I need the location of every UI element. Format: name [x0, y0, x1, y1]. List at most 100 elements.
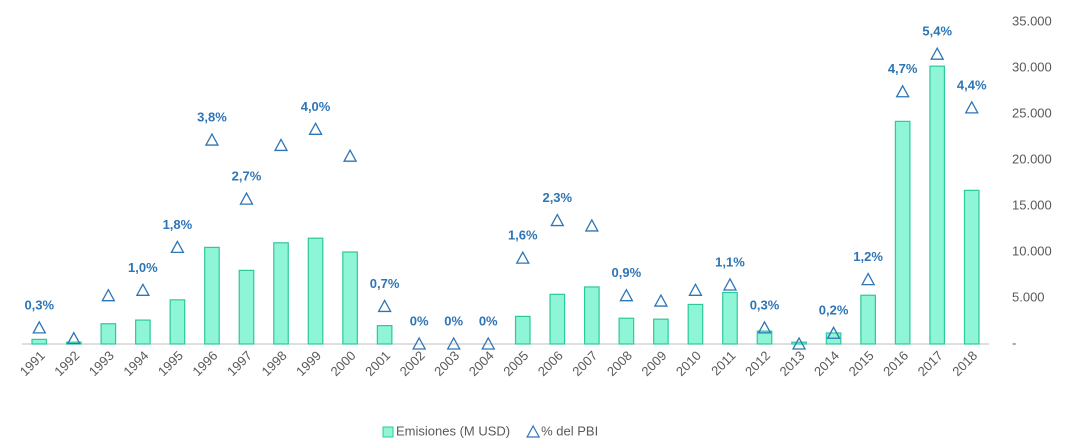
marker — [653, 293, 669, 307]
marker — [584, 218, 599, 232]
bar — [894, 120, 911, 345]
value-label: 2,3% — [542, 190, 572, 205]
bar — [238, 269, 255, 345]
value-label: 0% — [410, 313, 429, 328]
value-label: 3,8% — [197, 110, 227, 125]
legend-item: Emisiones (M USD) — [382, 423, 510, 438]
y-tick-label: 25.000 — [1012, 105, 1052, 120]
x-tick-label: 1996 — [189, 348, 220, 379]
value-label: 0% — [479, 313, 498, 328]
marker — [101, 288, 116, 302]
value-label: 0,7% — [370, 276, 400, 291]
value-label: 0,9% — [612, 265, 642, 280]
marker — [826, 325, 841, 339]
bar — [273, 242, 289, 345]
marker — [308, 121, 323, 135]
marker — [550, 213, 565, 227]
x-tick-label: 2007 — [569, 348, 600, 379]
bar — [687, 303, 704, 345]
marker — [66, 331, 81, 345]
y-tick-label: - — [1012, 335, 1016, 350]
bar — [342, 251, 358, 345]
marker — [377, 299, 392, 313]
value-label: 0,2% — [819, 303, 849, 318]
marker — [481, 336, 496, 350]
x-tick-label: 1993 — [86, 348, 117, 379]
y-tick-label: 10.000 — [1012, 243, 1052, 258]
marker — [895, 84, 910, 98]
x-tick-label: 1999 — [293, 348, 324, 379]
marker — [619, 288, 634, 302]
x-tick-label: 2017 — [915, 348, 946, 379]
x-tick-label: 2005 — [500, 348, 531, 379]
value-label: 1,1% — [715, 254, 745, 269]
value-label: 0,3% — [24, 297, 54, 312]
x-tick-label: 1992 — [51, 348, 82, 379]
value-label: 5,4% — [922, 24, 952, 39]
bar — [135, 319, 151, 345]
marker — [688, 282, 703, 296]
x-tick-label: 2016 — [880, 348, 911, 379]
y-tick-label: 15.000 — [1012, 197, 1052, 212]
bar — [583, 286, 600, 345]
legend-swatch — [382, 426, 394, 438]
x-tick-label: 2002 — [397, 348, 428, 379]
bar — [100, 323, 117, 345]
x-tick-label: 1998 — [259, 348, 290, 379]
marker — [273, 138, 289, 152]
marker — [722, 277, 738, 291]
marker — [135, 282, 150, 296]
bar — [376, 325, 393, 345]
value-label: 2,7% — [232, 169, 262, 184]
marker — [446, 336, 461, 350]
value-label: 4,4% — [957, 77, 987, 92]
y-tick-label: 30.000 — [1012, 59, 1052, 74]
x-tick-label: 2010 — [673, 348, 704, 379]
marker — [964, 100, 979, 114]
marker — [32, 320, 47, 334]
x-tick-label: 2008 — [604, 348, 635, 379]
bar — [169, 299, 186, 345]
x-tick-label: 2004 — [466, 348, 497, 379]
x-tick-label: 2015 — [846, 348, 877, 379]
value-label: 0,3% — [750, 297, 780, 312]
x-tick-label: 2009 — [638, 348, 669, 379]
value-label: 1,6% — [508, 228, 538, 243]
value-label: 1,8% — [163, 217, 193, 232]
marker — [170, 240, 185, 254]
marker — [861, 272, 876, 286]
x-tick-label: 1991 — [17, 348, 48, 379]
marker — [342, 148, 358, 162]
x-tick-label: 2013 — [777, 348, 808, 379]
bar — [791, 341, 807, 345]
marker — [412, 336, 427, 350]
value-label: 4,7% — [888, 61, 918, 76]
marker — [791, 336, 807, 350]
bar — [549, 293, 566, 345]
x-tick-label: 2014 — [811, 348, 842, 379]
x-tick-label: 2001 — [362, 348, 393, 379]
x-tick-label: 2006 — [535, 348, 566, 379]
bar — [653, 318, 669, 345]
y-tick-label: 35.000 — [1012, 13, 1052, 28]
bar — [31, 338, 48, 345]
x-tick-label: 2018 — [949, 348, 980, 379]
x-tick-label: 2012 — [742, 348, 773, 379]
marker — [239, 191, 254, 205]
marker — [930, 46, 945, 60]
bar — [929, 65, 946, 345]
marker — [515, 250, 530, 264]
legend-swatch — [526, 424, 541, 438]
legend-label: % del PBI — [541, 423, 598, 438]
x-tick-label: 1994 — [120, 348, 151, 379]
x-tick-label: 1995 — [155, 348, 186, 379]
bar — [204, 246, 220, 345]
value-label: 4,0% — [301, 99, 331, 114]
bar — [307, 237, 324, 345]
x-tick-label: 2000 — [328, 348, 359, 379]
x-tick-label: 2003 — [431, 348, 462, 379]
legend-label: Emisiones (M USD) — [396, 423, 510, 438]
bar — [618, 317, 635, 345]
